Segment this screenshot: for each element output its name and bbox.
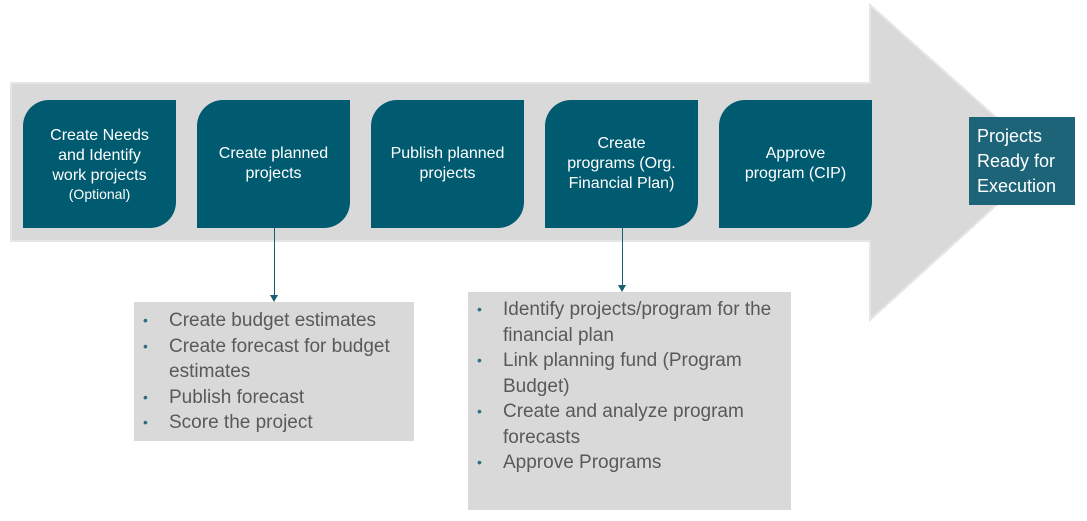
bullet-icon: •	[143, 337, 148, 354]
final-line: Execution	[977, 175, 1057, 196]
bullet-icon: •	[143, 414, 148, 430]
final-line: Ready for	[977, 150, 1056, 171]
step-line: and Identify	[58, 146, 141, 164]
step-create-needs: Create Needs and Identify work projects …	[23, 100, 176, 228]
detail-item: • Score the project	[134, 410, 414, 436]
step-line: Create Needs	[50, 126, 149, 144]
bullet-icon: •	[477, 301, 482, 317]
step-line: work projects	[52, 166, 147, 184]
detail-item: • Identify projects/program for the finan…	[477, 299, 772, 346]
final-projects-ready: Projects Ready for Execution	[969, 117, 1075, 205]
connector-line-planned	[274, 228, 275, 296]
process-arrow-shape	[10, 2, 1047, 323]
bullet-icon: •	[477, 454, 482, 470]
detail-item: • Create and analyze program forecasts	[477, 401, 744, 448]
detail-item: • Approve Programs	[468, 450, 791, 476]
detail-item: • Link planning fund (Program Budget)	[477, 350, 742, 397]
bullet-icon: •	[477, 403, 482, 419]
detail-item: • Create forecast for budget estimates	[143, 335, 390, 383]
step-line: projects	[245, 165, 302, 182]
step-line: Publish planned	[390, 145, 505, 162]
step-publish-planned-projects: Publish planned projects	[371, 100, 524, 228]
bullet-icon: •	[143, 312, 148, 328]
step-create-programs: Create programs (Org. Financial Plan)	[545, 100, 698, 228]
detail-list: • Create budget estimates • Create forecas…	[134, 308, 414, 436]
step-line: programs (Org.	[567, 155, 676, 172]
connector-arrowhead-planned	[270, 295, 278, 302]
detail-programs: • Identify projects/program for the finan…	[468, 292, 791, 510]
detail-item: • Create budget estimates	[134, 308, 414, 334]
detail-item: • Publish forecast	[134, 385, 414, 411]
step-line: Approve	[765, 145, 826, 162]
step-approve-program: Approve program (CIP)	[719, 100, 872, 228]
step-line: Create planned	[218, 145, 329, 162]
final-line: Projects	[977, 125, 1043, 146]
detail-planned-projects: • Create budget estimates • Create forecas…	[134, 302, 414, 441]
bullet-icon: •	[477, 352, 482, 368]
connector-arrowhead-programs	[618, 285, 626, 292]
step-line: Create	[597, 135, 646, 152]
step-sub: (Optional)	[68, 185, 131, 202]
step-create-planned-projects: Create planned projects	[197, 100, 350, 228]
detail-list: • Identify projects/program for the finan…	[468, 297, 791, 476]
connector-line-programs	[622, 228, 623, 286]
step-line: program (CIP)	[744, 165, 847, 182]
bullet-icon: •	[143, 388, 148, 405]
step-line: Financial Plan)	[568, 175, 675, 192]
step-line: projects	[419, 165, 476, 182]
